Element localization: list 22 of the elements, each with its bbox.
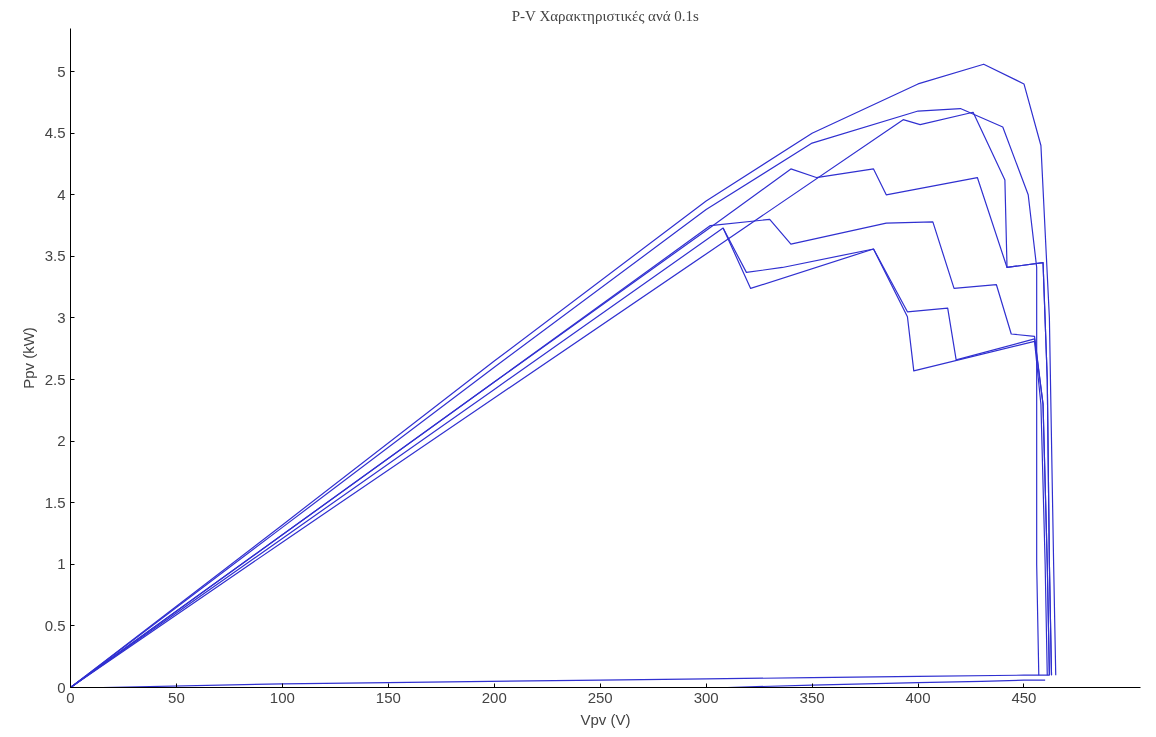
y-tick-label: 1 <box>57 555 66 573</box>
y-tick-label: 4.5 <box>44 124 66 142</box>
x-tick-label: 150 <box>375 688 401 706</box>
x-tick-label: 350 <box>799 688 825 706</box>
y-tick-label: 3.5 <box>44 247 66 265</box>
y-axis-title: Ppv (kW) <box>19 327 37 389</box>
x-axis-title: Vpv (V) <box>580 710 631 728</box>
x-tick-label: 250 <box>587 688 613 706</box>
x-tick-label: 100 <box>269 688 295 706</box>
x-tick-label: 450 <box>1011 688 1037 706</box>
y-tick-label: 1.5 <box>44 493 66 511</box>
y-tick-label: 5 <box>57 62 66 80</box>
y-tick-label: 4 <box>57 185 66 203</box>
x-tick-label: 50 <box>168 688 185 706</box>
y-tick-label: 3 <box>57 308 66 326</box>
y-tick-label: 2 <box>57 432 66 450</box>
x-tick-label: 300 <box>693 688 719 706</box>
x-tick-label: 200 <box>481 688 507 706</box>
y-tick-label: 0.5 <box>44 616 66 634</box>
x-tick-label: 400 <box>905 688 931 706</box>
y-tick-label: 2.5 <box>44 370 66 388</box>
chart-title: P-V Χαρακτηριστικές ανά 0.1s <box>511 7 700 24</box>
